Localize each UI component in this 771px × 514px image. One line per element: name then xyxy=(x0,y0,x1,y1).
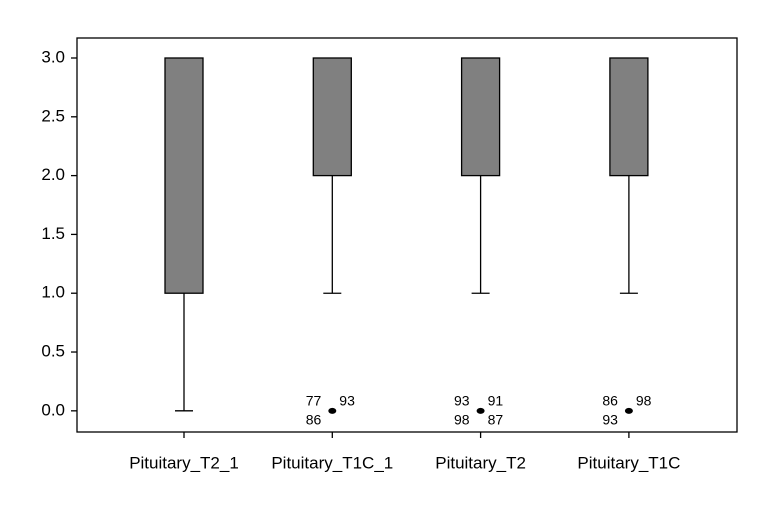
x-tick-label: Pituitary_T2_1 xyxy=(129,453,239,472)
box xyxy=(164,57,204,294)
y-tick-label: 1.0 xyxy=(41,283,65,302)
outlier xyxy=(624,407,633,414)
y-tick-label: 3.0 xyxy=(41,47,65,66)
outlier-label: 93 xyxy=(602,412,618,428)
box xyxy=(609,57,649,177)
x-tick-label: Pituitary_T1C_1 xyxy=(271,453,393,472)
outlier xyxy=(328,407,337,414)
y-tick-label: 2.5 xyxy=(41,106,65,125)
outlier-label: 93 xyxy=(454,393,470,409)
outlier xyxy=(476,407,485,414)
box xyxy=(460,57,501,177)
y-tick-label: 0.5 xyxy=(41,342,65,361)
y-tick-label: 1.5 xyxy=(41,224,65,243)
box xyxy=(312,57,352,177)
x-tick-label: Pituitary_T1C xyxy=(577,453,680,472)
outlier-label: 91 xyxy=(488,393,504,409)
outlier-label: 86 xyxy=(306,412,322,428)
y-tick-label: 2.0 xyxy=(41,165,65,184)
x-tick-label: Pituitary_T2 xyxy=(435,453,526,472)
outlier-label: 93 xyxy=(339,393,355,409)
outlier-label: 77 xyxy=(306,393,322,409)
outlier-label: 98 xyxy=(454,412,470,428)
outlier-label: 98 xyxy=(636,393,652,409)
outlier-label: 87 xyxy=(488,412,504,428)
y-tick-label: 0.0 xyxy=(41,400,65,419)
outlier-label: 86 xyxy=(602,393,618,409)
